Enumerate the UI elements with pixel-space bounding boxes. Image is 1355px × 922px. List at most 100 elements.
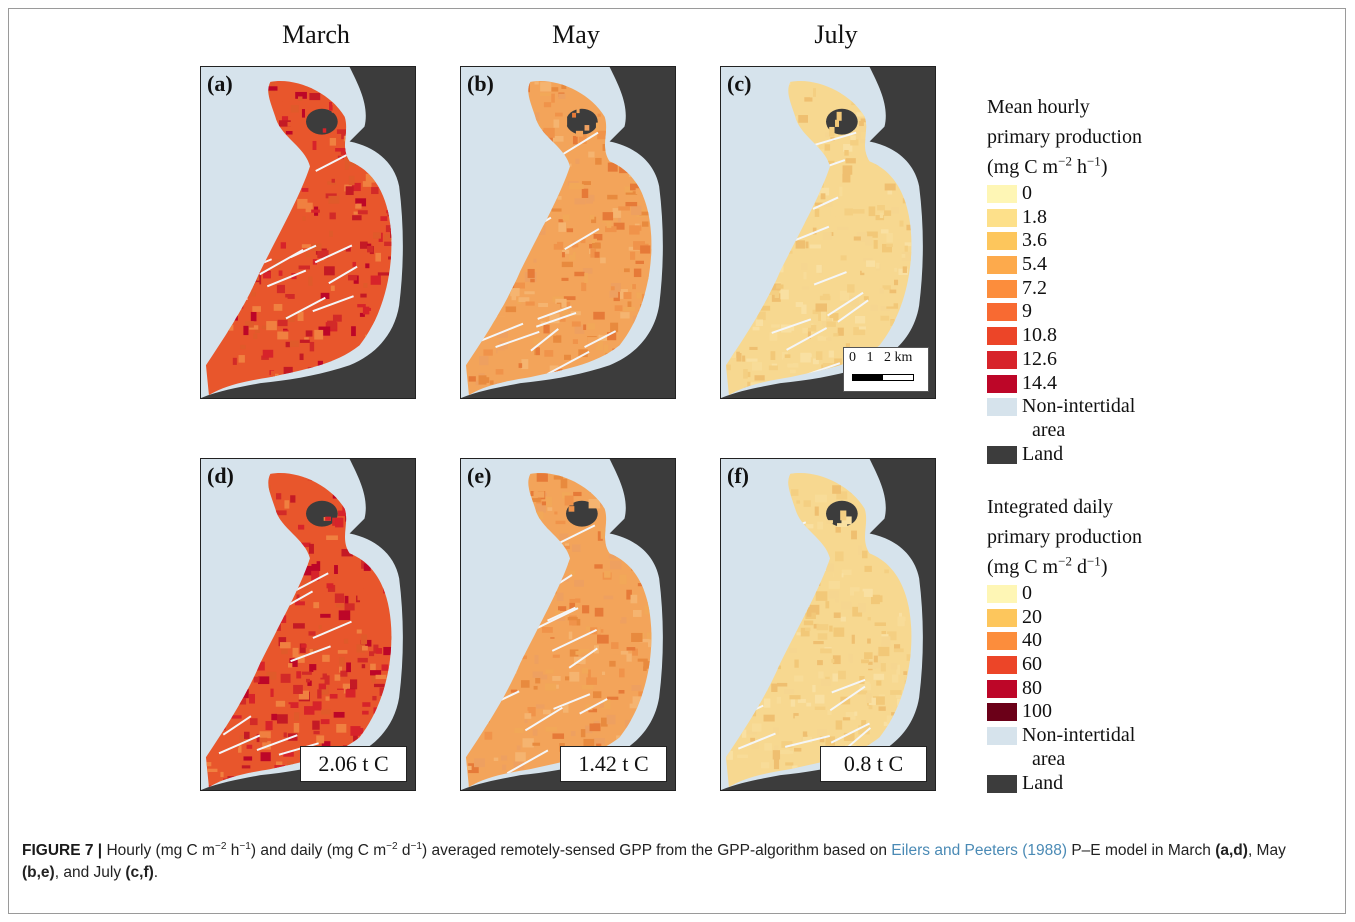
legend-swatch bbox=[987, 398, 1017, 417]
coastline-map bbox=[201, 459, 415, 790]
legend-item: Non-intertidal bbox=[987, 395, 1142, 419]
legend-title-unit: (mg C m−2 d−1) bbox=[987, 553, 1108, 578]
legend-swatch bbox=[987, 279, 1017, 298]
panel-label: (d) bbox=[207, 463, 234, 488]
legend-title-unit: (mg C m−2 h−1) bbox=[987, 153, 1108, 178]
legend-item-continued: area bbox=[987, 748, 1142, 772]
legend-item: Land bbox=[987, 443, 1142, 467]
scale-bar-labels: 0 1 2 km bbox=[849, 350, 913, 365]
total-production-box: 2.06 t C bbox=[300, 746, 407, 782]
legend-swatch bbox=[987, 703, 1017, 722]
legend-swatch bbox=[987, 585, 1017, 603]
legend-item: 9 bbox=[987, 300, 1142, 324]
legend-item: 60 bbox=[987, 653, 1142, 677]
legend-item: Non-intertidal bbox=[987, 724, 1142, 748]
legend-daily: Integrated daily primary production (mg … bbox=[987, 492, 1142, 795]
coastline-map bbox=[721, 459, 935, 790]
legend-label: area bbox=[1032, 747, 1066, 770]
legend-swatch bbox=[987, 208, 1017, 227]
legend-label: Land bbox=[1022, 442, 1064, 465]
legend-label: Non-intertidal bbox=[1022, 395, 1136, 418]
legend-item: 100 bbox=[987, 700, 1142, 724]
map-panel-a: (a) bbox=[200, 66, 416, 399]
coastline-map bbox=[461, 67, 675, 398]
legend-label: area bbox=[1032, 418, 1066, 441]
legend-item: 0 bbox=[987, 182, 1142, 206]
island bbox=[306, 108, 338, 135]
legend-item: 1.8 bbox=[987, 206, 1142, 230]
map-panel-f: (f) 0.8 t C bbox=[720, 458, 936, 791]
land-area bbox=[201, 67, 415, 398]
map-panel-d: (d) 2.06 t C bbox=[200, 458, 416, 791]
legend-label: 14.4 bbox=[1022, 371, 1057, 394]
island bbox=[566, 108, 598, 135]
legend-swatch bbox=[987, 774, 1017, 793]
legend-title-line1: Mean hourly bbox=[987, 96, 1090, 118]
legend-swatch bbox=[987, 608, 1017, 627]
legend-label: 9 bbox=[1022, 300, 1032, 323]
legend-item: 7.2 bbox=[987, 277, 1142, 301]
legend-swatch bbox=[987, 656, 1017, 675]
citation-link[interactable]: Eilers and Peeters (1988) bbox=[891, 842, 1068, 859]
legend-swatch bbox=[987, 727, 1017, 746]
scale-bar: 0 1 2 km bbox=[843, 347, 929, 392]
panel-label: (c) bbox=[727, 71, 752, 96]
panel-label: (e) bbox=[467, 463, 492, 488]
legend-item: 3.6 bbox=[987, 229, 1142, 253]
map-panel-b: (b) bbox=[460, 66, 676, 399]
figure-caption: FIGURE 7 | Hourly (mg C m−2 h−1) and dai… bbox=[22, 840, 1286, 881]
panel-label: (a) bbox=[207, 71, 233, 96]
legend-title-line2: primary production bbox=[987, 126, 1142, 148]
legend-item: 5.4 bbox=[987, 253, 1142, 277]
legend-item: 12.6 bbox=[987, 348, 1142, 372]
legend-label: Land bbox=[1022, 771, 1064, 794]
legend-label: 1.8 bbox=[1022, 205, 1047, 228]
legend-swatch bbox=[987, 374, 1017, 393]
total-production-box: 1.42 t C bbox=[560, 746, 667, 782]
legend-item: 80 bbox=[987, 677, 1142, 701]
legend-swatch bbox=[987, 303, 1017, 322]
legend-label: 80 bbox=[1022, 676, 1042, 699]
legend-label: 40 bbox=[1022, 629, 1042, 652]
legend-label: 0 bbox=[1022, 582, 1032, 604]
legend-label: 60 bbox=[1022, 653, 1042, 676]
legend-hourly: Mean hourly primary production (mg C m−2… bbox=[987, 92, 1142, 466]
legend-label: 100 bbox=[1022, 700, 1052, 723]
legend-swatch bbox=[987, 327, 1017, 346]
legend-label: 10.8 bbox=[1022, 324, 1057, 347]
legend-swatch bbox=[987, 350, 1017, 369]
total-production-box: 0.8 t C bbox=[820, 746, 927, 782]
panel-label: (f) bbox=[727, 463, 749, 488]
legend-swatch bbox=[987, 256, 1017, 275]
legend-swatch bbox=[987, 232, 1017, 251]
legend-label: 3.6 bbox=[1022, 229, 1047, 252]
scale-bar-graphic bbox=[852, 374, 914, 381]
legend-swatch bbox=[987, 445, 1017, 464]
legend-swatch bbox=[987, 185, 1017, 203]
legend-label: 20 bbox=[1022, 605, 1042, 628]
map-panel-e: (e) 1.42 t C bbox=[460, 458, 676, 791]
panel-label: (b) bbox=[467, 71, 494, 96]
figure-number: FIGURE 7 | bbox=[22, 842, 103, 859]
legend-label: 12.6 bbox=[1022, 347, 1057, 370]
legend-item-continued: area bbox=[987, 419, 1142, 443]
land-area bbox=[461, 67, 675, 398]
coastline-map bbox=[201, 67, 415, 398]
legend-label: 7.2 bbox=[1022, 276, 1047, 299]
legend-title-line2: primary production bbox=[987, 526, 1142, 548]
legend-title-line1: Integrated daily bbox=[987, 496, 1114, 518]
legend-swatch bbox=[987, 632, 1017, 651]
column-title-may: May bbox=[552, 20, 600, 49]
legend-swatch bbox=[987, 679, 1017, 698]
legend-item: 0 bbox=[987, 582, 1142, 606]
column-title-march: March bbox=[282, 20, 350, 49]
legend-item: 10.8 bbox=[987, 324, 1142, 348]
legend-item: 14.4 bbox=[987, 372, 1142, 396]
legend-items: 0 20 40 60 80 100 Non-intertidal area Land bbox=[987, 582, 1142, 795]
legend-item: 40 bbox=[987, 629, 1142, 653]
legend-label: 5.4 bbox=[1022, 253, 1047, 276]
legend-label: 0 bbox=[1022, 182, 1032, 204]
intertidal-area bbox=[465, 80, 652, 396]
legend-label: Non-intertidal bbox=[1022, 724, 1136, 747]
legend-items: 0 1.8 3.6 5.4 7.2 9 10.8 12.6 14.4 Non-intertidal… bbox=[987, 182, 1142, 466]
